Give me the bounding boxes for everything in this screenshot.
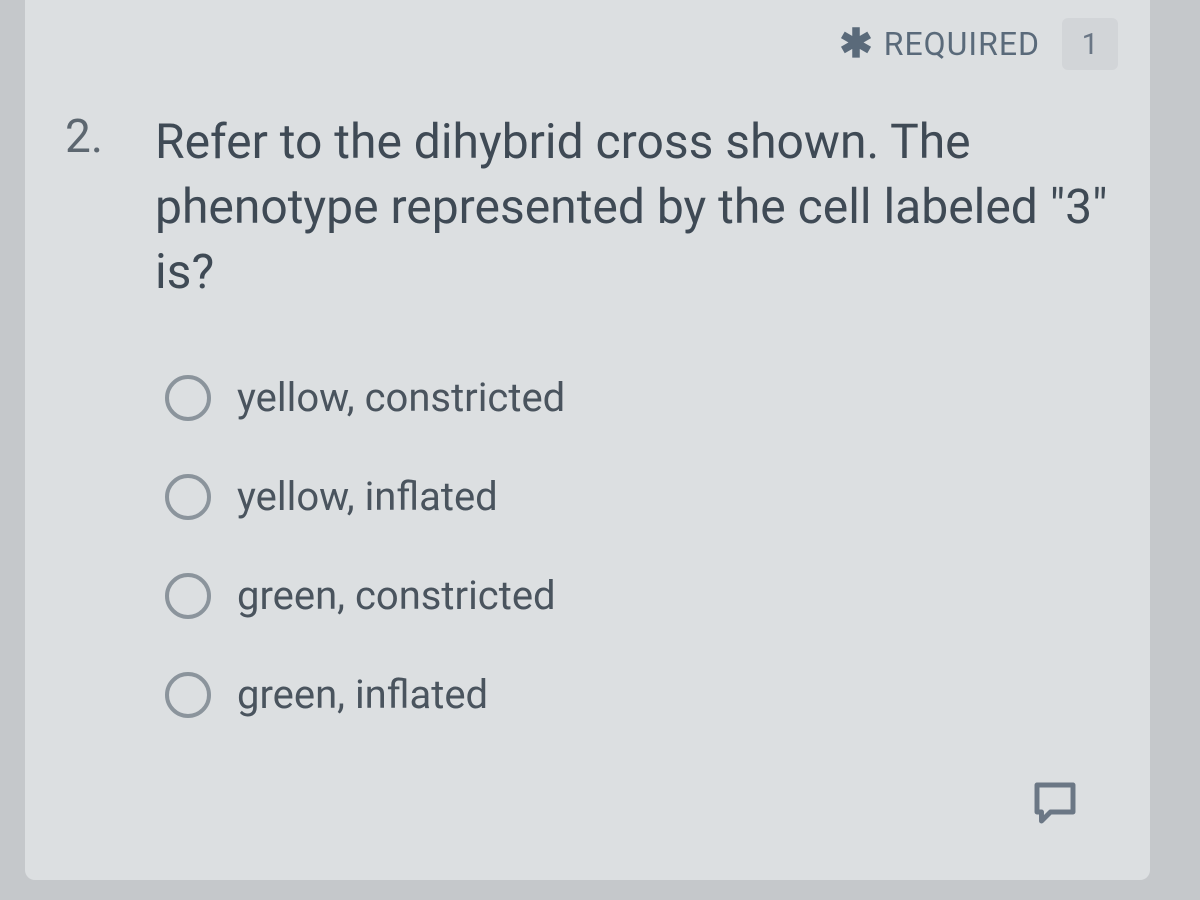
- question-text: Refer to the dihybrid cross shown. The p…: [155, 110, 1110, 304]
- required-label: REQUIRED: [884, 25, 1040, 63]
- option-item[interactable]: yellow, constricted: [165, 374, 1150, 421]
- option-label: yellow, inflated: [237, 473, 498, 520]
- option-item[interactable]: green, constricted: [165, 572, 1150, 619]
- option-label: green, inflated: [237, 671, 488, 718]
- quiz-question-card: ✱ REQUIRED 1 2. Refer to the dihybrid cr…: [25, 0, 1150, 880]
- points-badge: 1: [1062, 18, 1118, 70]
- points-value: 1: [1082, 27, 1099, 62]
- radio-button[interactable]: [165, 474, 211, 520]
- radio-button[interactable]: [165, 375, 211, 421]
- radio-button[interactable]: [165, 573, 211, 619]
- required-badge: ✱ REQUIRED: [839, 24, 1040, 64]
- question-number: 2.: [55, 110, 155, 164]
- asterisk-icon: ✱: [839, 24, 874, 64]
- options-list: yellow, constricted yellow, inflated gre…: [25, 304, 1150, 718]
- option-label: yellow, constricted: [237, 374, 565, 421]
- comment-button[interactable]: [1028, 776, 1082, 830]
- question-row: 2. Refer to the dihybrid cross shown. Th…: [25, 70, 1150, 304]
- option-item[interactable]: yellow, inflated: [165, 473, 1150, 520]
- option-label: green, constricted: [237, 572, 556, 619]
- question-header: ✱ REQUIRED 1: [25, 0, 1150, 70]
- comment-icon: [1028, 776, 1082, 830]
- option-item[interactable]: green, inflated: [165, 671, 1150, 718]
- radio-button[interactable]: [165, 672, 211, 718]
